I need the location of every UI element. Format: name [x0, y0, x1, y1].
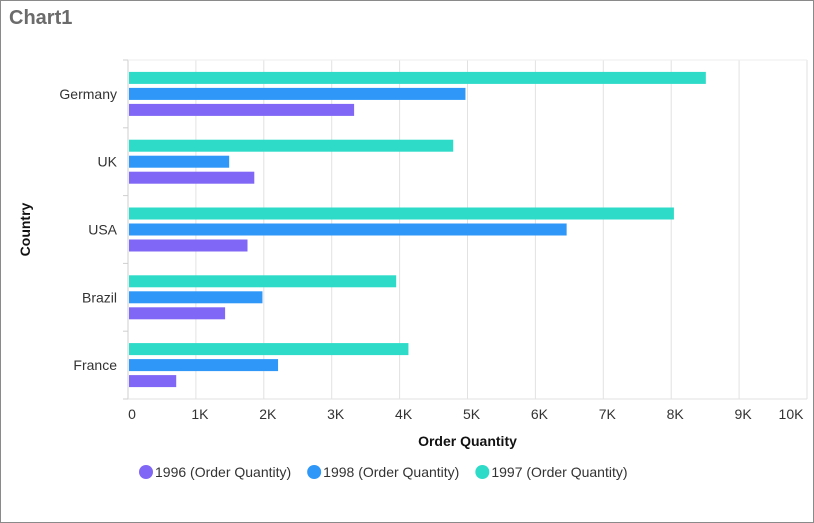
x-tick-label: 1K: [191, 406, 209, 422]
x-tick-label: 0: [128, 406, 136, 422]
x-tick-label: 3K: [327, 406, 345, 422]
x-tick-label: 10K: [779, 406, 805, 422]
bar-germany-2: [129, 71, 706, 84]
y-tick-label: Germany: [59, 86, 117, 102]
x-axis-title: Order Quantity: [418, 433, 517, 449]
bar-france-0: [129, 375, 177, 388]
bar-uk-2: [129, 139, 454, 152]
bar-france-2: [129, 343, 409, 356]
bar-usa-1: [129, 223, 567, 236]
y-tick-label: France: [73, 357, 117, 373]
y-tick-label: USA: [88, 222, 117, 238]
bar-germany-1: [129, 87, 466, 100]
x-tick-label: 6K: [531, 406, 549, 422]
x-tick-label: 5K: [463, 406, 481, 422]
bar-usa-2: [129, 207, 674, 220]
bar-germany-0: [129, 103, 355, 116]
legend-label[interactable]: 1996 (Order Quantity): [155, 464, 291, 480]
bar-brazil-0: [129, 307, 226, 320]
y-tick-label: Brazil: [82, 289, 117, 305]
x-tick-label: 9K: [735, 406, 753, 422]
x-tick-label: 2K: [259, 406, 277, 422]
bar-france-1: [129, 359, 279, 372]
bar-usa-0: [129, 239, 248, 252]
legend-label[interactable]: 1997 (Order Quantity): [491, 464, 627, 480]
bar-brazil-1: [129, 291, 263, 304]
chart-title: Chart1: [9, 7, 73, 29]
bar-uk-1: [129, 155, 230, 168]
bar-brazil-2: [129, 275, 397, 288]
y-axis-title: Country: [17, 202, 33, 256]
legend-marker: [307, 465, 322, 479]
legend-marker: [475, 465, 490, 479]
bar-uk-0: [129, 171, 255, 184]
y-tick-label: UK: [98, 154, 118, 170]
x-tick-label: 8K: [667, 406, 685, 422]
x-tick-label: 4K: [395, 406, 413, 422]
legend-label[interactable]: 1998 (Order Quantity): [323, 464, 459, 480]
legend-marker: [139, 465, 153, 479]
x-tick-label: 7K: [599, 406, 617, 422]
